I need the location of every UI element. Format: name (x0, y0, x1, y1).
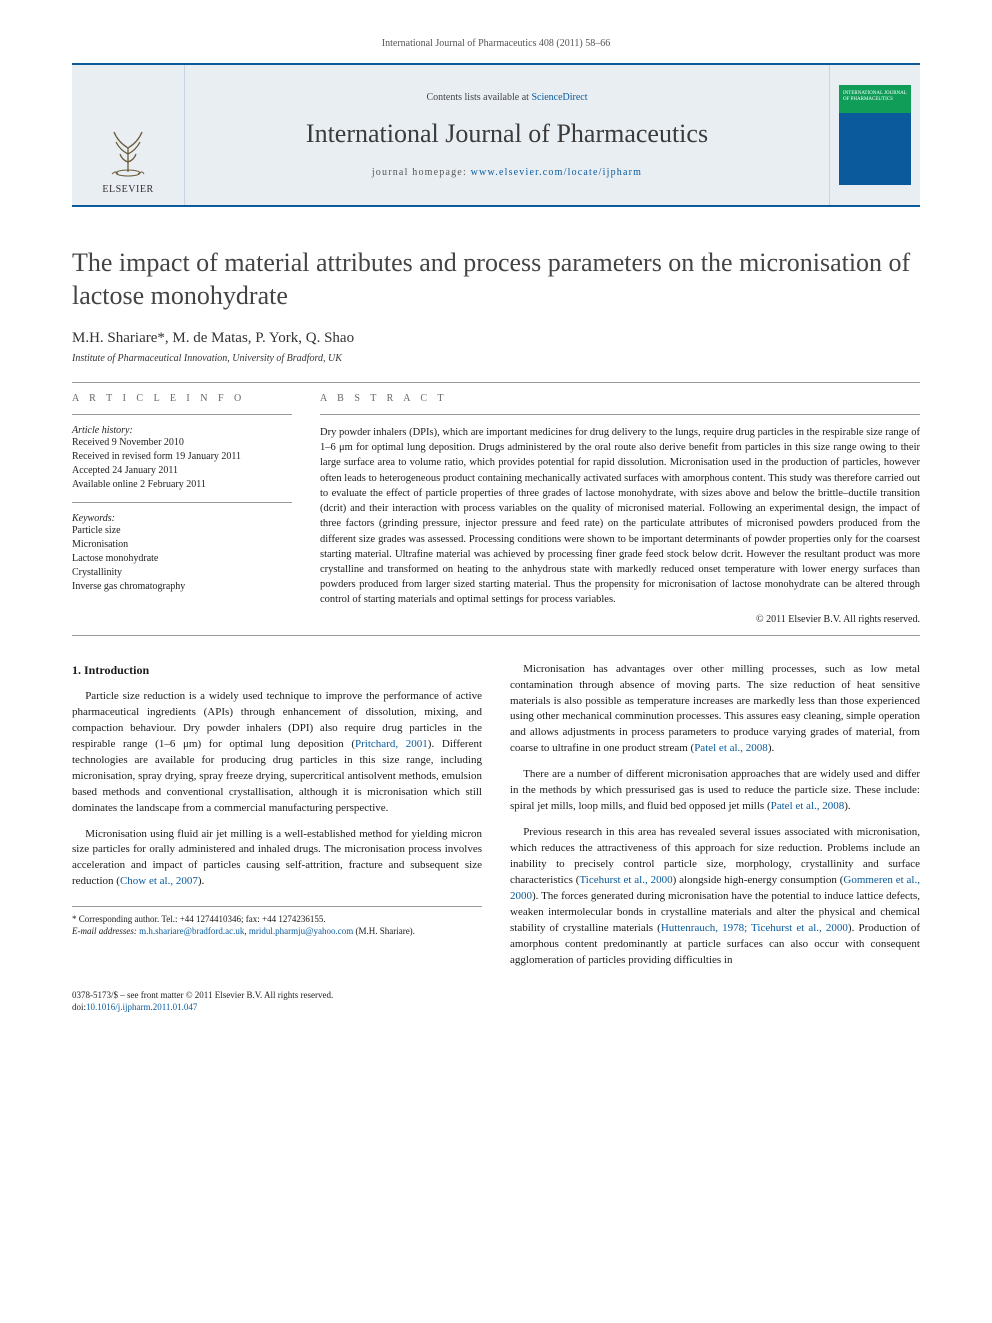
email-label: E-mail addresses: (72, 926, 137, 936)
footer-metadata: 0378-5173/$ – see front matter © 2011 El… (72, 989, 920, 1014)
journal-homepage-line: journal homepage: www.elsevier.com/locat… (372, 167, 642, 178)
body-paragraph: Micronisation has advantages over other … (510, 662, 920, 758)
doi-prefix: doi: (72, 1002, 86, 1012)
footnotes: * Corresponding author. Tel.: +44 127441… (72, 906, 482, 937)
citation-link[interactable]: Patel et al., 2008 (771, 800, 845, 812)
article-affiliation: Institute of Pharmaceutical Innovation, … (72, 353, 920, 364)
citation-link[interactable]: Pritchard, 2001 (355, 738, 428, 750)
body-paragraph: Particle size reduction is a widely used… (72, 689, 482, 817)
body-text: ). (844, 800, 850, 812)
article-title: The impact of material attributes and pr… (72, 247, 920, 312)
citation-link[interactable]: Huttenrauch, 1978; Ticehurst et al., 200… (661, 922, 848, 934)
divider (72, 635, 920, 636)
publisher-name: ELSEVIER (102, 184, 153, 195)
keyword: Inverse gas chromatography (72, 580, 292, 594)
article-info-heading: A R T I C L E I N F O (72, 393, 292, 404)
keyword: Particle size (72, 524, 292, 538)
divider (72, 414, 292, 415)
contents-prefix: Contents lists available at (426, 92, 531, 103)
journal-cover-thumbnail: INTERNATIONAL JOURNAL OF PHARMACEUTICS (829, 65, 920, 205)
abstract-text: Dry powder inhalers (DPIs), which are im… (320, 425, 920, 608)
citation-link[interactable]: Patel et al., 2008 (694, 742, 768, 754)
homepage-prefix: journal homepage: (372, 167, 471, 178)
body-text: There are a number of different micronis… (510, 768, 920, 812)
divider (320, 414, 920, 415)
issn-line: 0378-5173/$ – see front matter © 2011 El… (72, 989, 920, 1002)
doi-link[interactable]: 10.1016/j.ijpharm.2011.01.047 (86, 1002, 197, 1012)
body-paragraph: Micronisation using fluid air jet millin… (72, 827, 482, 891)
abstract-copyright: © 2011 Elsevier B.V. All rights reserved… (320, 614, 920, 625)
history-revised: Received in revised form 19 January 2011 (72, 450, 292, 464)
sciencedirect-link[interactable]: ScienceDirect (531, 92, 587, 103)
citation-link[interactable]: Ticehurst et al., 2000 (579, 874, 672, 886)
journal-masthead: ELSEVIER Contents lists available at Sci… (72, 63, 920, 207)
article-info-column: A R T I C L E I N F O Article history: R… (72, 393, 292, 625)
running-head: International Journal of Pharmaceutics 4… (72, 38, 920, 49)
article-body: 1. Introduction Particle size reduction … (72, 662, 920, 969)
cover-label: INTERNATIONAL JOURNAL OF PHARMACEUTICS (843, 91, 907, 102)
abstract-column: A B S T R A C T Dry powder inhalers (DPI… (320, 393, 920, 625)
keywords-heading: Keywords: (72, 513, 292, 524)
elsevier-tree-icon (98, 120, 158, 180)
article-authors: M.H. Shariare*, M. de Matas, P. York, Q.… (72, 330, 920, 347)
body-paragraph: Previous research in this area has revea… (510, 825, 920, 968)
divider (72, 502, 292, 503)
section-heading-introduction: 1. Introduction (72, 662, 482, 679)
history-accepted: Accepted 24 January 2011 (72, 464, 292, 478)
article-history-heading: Article history: (72, 425, 292, 436)
keyword: Lactose monohydrate (72, 552, 292, 566)
history-received: Received 9 November 2010 (72, 436, 292, 450)
divider (72, 382, 920, 383)
history-online: Available online 2 February 2011 (72, 478, 292, 492)
body-text: ) alongside high-energy consumption ( (673, 874, 844, 886)
citation-link[interactable]: Chow et al., 2007 (120, 875, 198, 887)
journal-title: International Journal of Pharmaceutics (306, 119, 708, 149)
author-email-link[interactable]: m.h.shariare@bradford.ac.uk (139, 926, 244, 936)
abstract-heading: A B S T R A C T (320, 393, 920, 404)
keyword: Micronisation (72, 538, 292, 552)
body-text: ). (768, 742, 774, 754)
body-paragraph: There are a number of different micronis… (510, 767, 920, 815)
contents-available-line: Contents lists available at ScienceDirec… (426, 92, 587, 103)
publisher-logo: ELSEVIER (72, 65, 185, 205)
email-attribution: (M.H. Shariare). (355, 926, 414, 936)
author-email-link[interactable]: mridul.pharmju@yahoo.com (249, 926, 353, 936)
corresponding-author: * Corresponding author. Tel.: +44 127441… (72, 913, 482, 925)
journal-homepage-link[interactable]: www.elsevier.com/locate/ijpharm (471, 167, 643, 178)
body-text: ). (198, 875, 204, 887)
body-text: Micronisation has advantages over other … (510, 663, 920, 755)
keyword: Crystallinity (72, 566, 292, 580)
